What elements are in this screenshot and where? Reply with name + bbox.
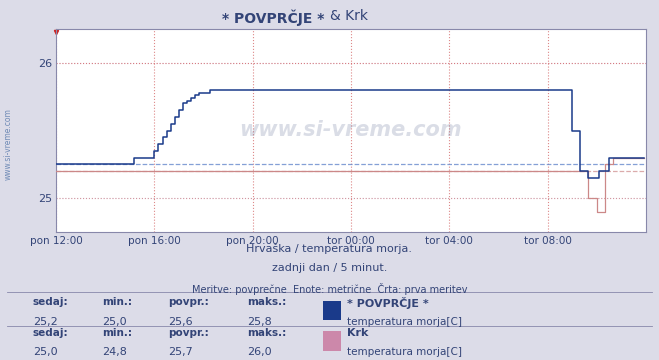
Text: 25,2: 25,2 [33, 317, 58, 327]
Text: maks.:: maks.: [247, 328, 287, 338]
Text: Meritve: povprečne  Enote: metrične  Črta: prva meritev: Meritve: povprečne Enote: metrične Črta:… [192, 283, 467, 294]
Text: sedaj:: sedaj: [33, 297, 69, 307]
Text: temperatura morja[C]: temperatura morja[C] [347, 317, 463, 327]
Text: & Krk: & Krk [330, 9, 368, 23]
Text: * POVPRČJE *: * POVPRČJE * [347, 297, 429, 309]
Text: zadnji dan / 5 minut.: zadnji dan / 5 minut. [272, 263, 387, 273]
Text: maks.:: maks.: [247, 297, 287, 307]
Text: * POVPRČJE *: * POVPRČJE * [222, 9, 330, 26]
Text: povpr.:: povpr.: [168, 297, 209, 307]
Text: Hrvaška / temperatura morja.: Hrvaška / temperatura morja. [246, 243, 413, 253]
Text: 26,0: 26,0 [247, 347, 272, 357]
Text: povpr.:: povpr.: [168, 328, 209, 338]
Text: www.si-vreme.com: www.si-vreme.com [240, 121, 462, 140]
Text: min.:: min.: [102, 297, 132, 307]
Text: min.:: min.: [102, 328, 132, 338]
Text: 25,0: 25,0 [33, 347, 57, 357]
Text: 25,6: 25,6 [168, 317, 192, 327]
Text: temperatura morja[C]: temperatura morja[C] [347, 347, 463, 357]
Text: www.si-vreme.com: www.si-vreme.com [3, 108, 13, 180]
Text: 25,0: 25,0 [102, 317, 127, 327]
Text: 25,7: 25,7 [168, 347, 193, 357]
Text: Krk: Krk [347, 328, 368, 338]
Text: sedaj:: sedaj: [33, 328, 69, 338]
Text: 24,8: 24,8 [102, 347, 127, 357]
Text: 25,8: 25,8 [247, 317, 272, 327]
